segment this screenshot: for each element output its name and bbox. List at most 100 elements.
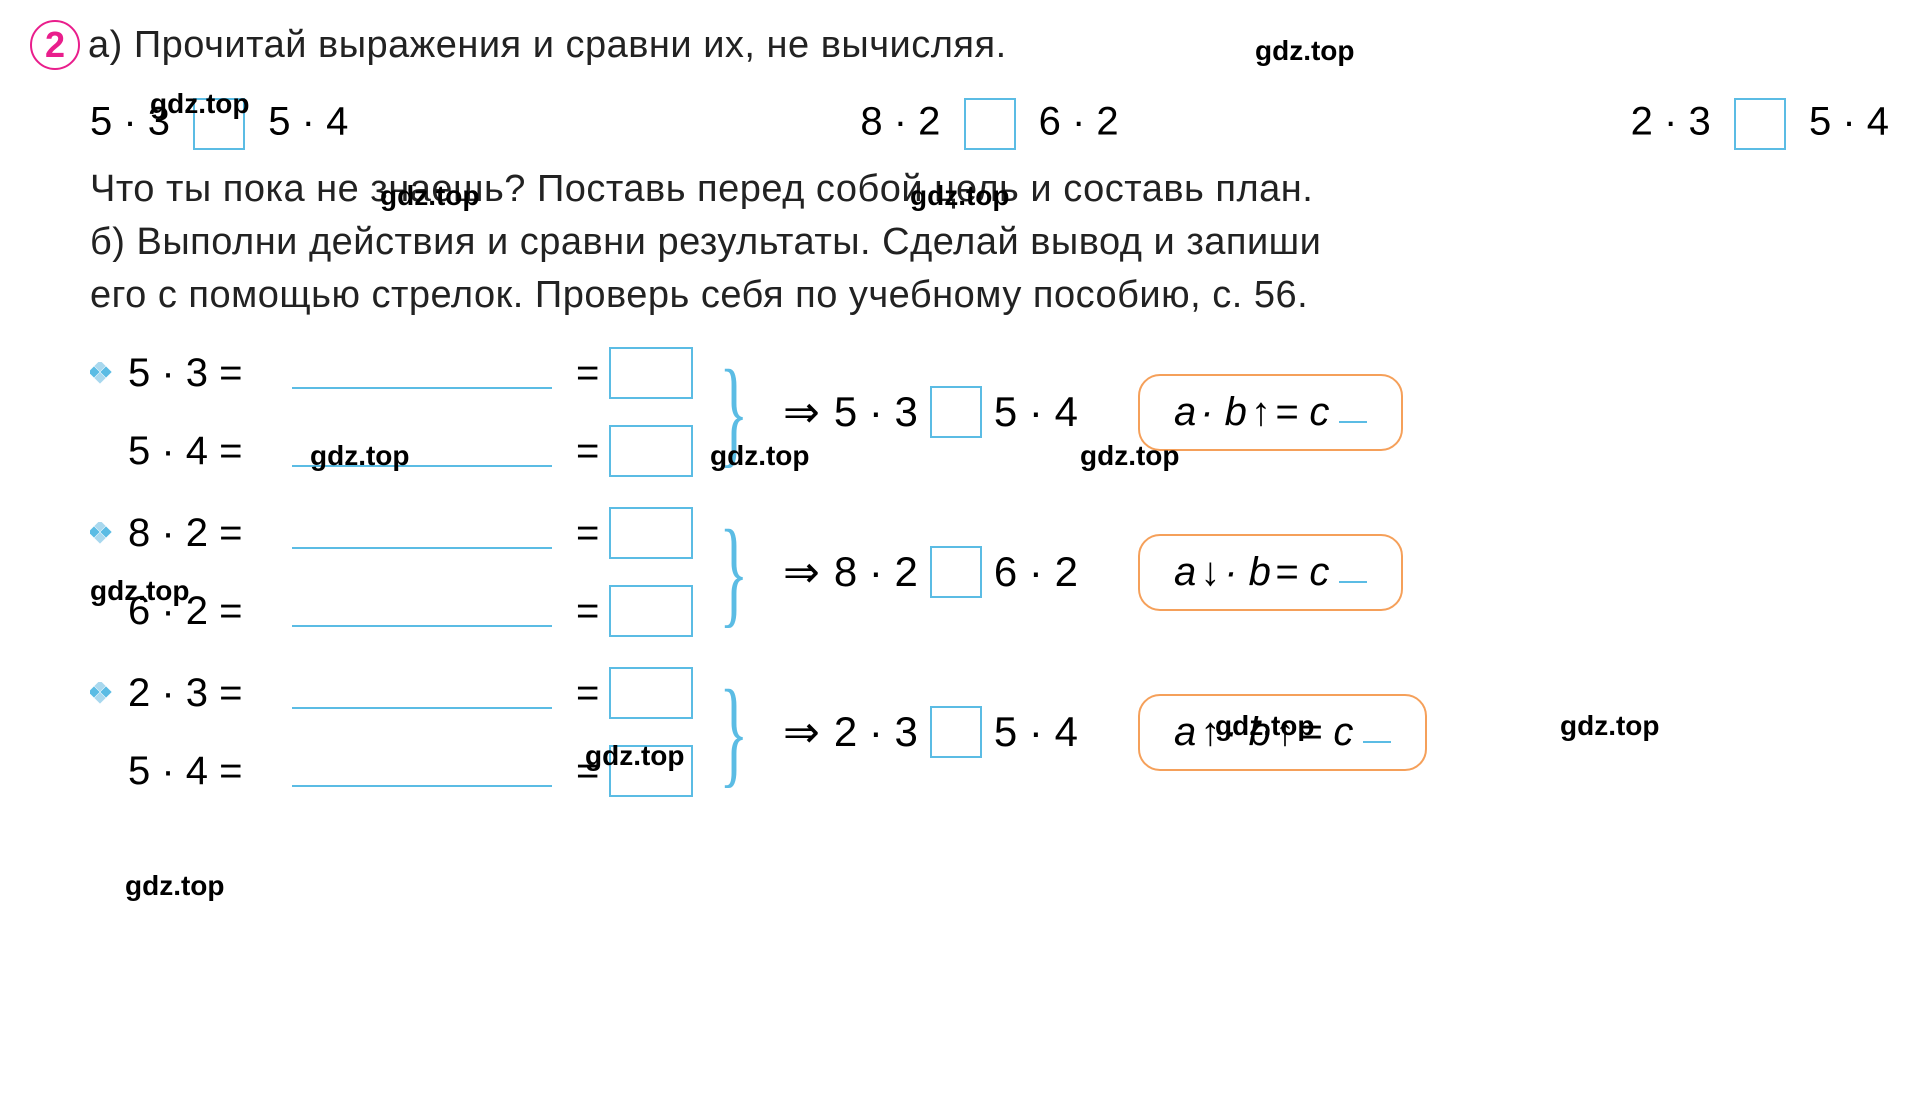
implies-icon: ⇒ <box>783 387 820 438</box>
implies-left: 5 · 3 <box>834 388 918 436</box>
compare-item: 2 · 3 5 · 4 <box>1631 98 1889 150</box>
equation-label: 5 · 3 = <box>128 351 278 396</box>
equation-label: 6 · 2 = <box>128 589 278 634</box>
up-arrow-icon: ↑ <box>1275 710 1295 755</box>
compare-box[interactable] <box>193 98 245 150</box>
blank-input[interactable] <box>292 517 552 549</box>
formula-tail: = c <box>1275 390 1329 435</box>
blank-input[interactable] <box>292 755 552 787</box>
blank-input[interactable] <box>292 435 552 467</box>
equals-sign: = <box>576 749 599 794</box>
compare-left: 8 · 2 <box>860 100 940 144</box>
equation-row: 5 · 3 = = <box>90 347 693 399</box>
implies-icon: ⇒ <box>783 547 820 598</box>
result-box[interactable] <box>609 425 693 477</box>
blank-input[interactable] <box>292 595 552 627</box>
equation-label: 2 · 3 = <box>128 671 278 716</box>
equation-column: 8 · 2 = = 6 · 2 = = <box>90 507 693 637</box>
implies-compare: 5 · 3 5 · 4 <box>834 386 1078 438</box>
compare-row: 5 · 3 5 · 4 8 · 2 6 · 2 2 · 3 5 · 4 <box>90 98 1899 150</box>
implies-compare: 8 · 2 6 · 2 <box>834 546 1078 598</box>
brace-icon: } <box>720 681 749 783</box>
compare-right: 6 · 2 <box>1039 100 1119 144</box>
equation-row: 8 · 2 = = <box>90 507 693 559</box>
compare-box[interactable] <box>1734 98 1786 150</box>
formula-blank[interactable] <box>1339 561 1367 583</box>
equals-sign: = <box>576 589 599 634</box>
implies-left: 2 · 3 <box>834 708 918 756</box>
part-a-label: а) <box>88 24 123 66</box>
part-b: б) Выполни действия и сравни результаты.… <box>90 221 1899 264</box>
page-root: 2 а) Прочитай выражения и сравни их, не … <box>30 20 1899 797</box>
equation-label: 5 · 4 = <box>128 749 278 794</box>
blank-input[interactable] <box>292 357 552 389</box>
equation-row: 5 · 4 = = <box>90 745 693 797</box>
implies-left: 8 · 2 <box>834 548 918 596</box>
up-arrow-icon: ↑ <box>1251 390 1271 435</box>
compare-box[interactable] <box>930 546 982 598</box>
diamond-icon <box>90 522 114 546</box>
compare-box[interactable] <box>930 386 982 438</box>
implies-right: 5 · 4 <box>994 708 1078 756</box>
implies-icon: ⇒ <box>783 707 820 758</box>
compare-item: 5 · 3 5 · 4 <box>90 98 348 150</box>
watermark-text: gdz.top <box>125 870 225 902</box>
formula-mid: · b <box>1200 390 1247 435</box>
formula-a: a <box>1174 710 1196 755</box>
compare-item: 8 · 2 6 · 2 <box>860 98 1118 150</box>
task-number-badge: 2 <box>30 20 80 70</box>
work-block: 5 · 3 = = 5 · 4 = = } ⇒ 5 · 3 5 · 4 a · … <box>90 347 1899 477</box>
formula-box: a↑ · b↑ = c <box>1138 694 1427 771</box>
equals-sign: = <box>576 671 599 716</box>
compare-left: 2 · 3 <box>1631 100 1711 144</box>
formula-box: a · b↑ = c <box>1138 374 1403 451</box>
compare-right: 5 · 4 <box>268 100 348 144</box>
implies-compare: 2 · 3 5 · 4 <box>834 706 1078 758</box>
equation-column: 5 · 3 = = 5 · 4 = = <box>90 347 693 477</box>
equals-sign: = <box>576 351 599 396</box>
part-b-label: б) <box>90 221 125 263</box>
compare-left: 5 · 3 <box>90 100 170 144</box>
compare-box[interactable] <box>930 706 982 758</box>
result-box[interactable] <box>609 745 693 797</box>
formula-tail: = c <box>1299 710 1353 755</box>
result-box[interactable] <box>609 347 693 399</box>
compare-box[interactable] <box>964 98 1016 150</box>
result-box[interactable] <box>609 585 693 637</box>
part-a-text: а) Прочитай выражения и сравни их, не вы… <box>88 24 1007 67</box>
equation-label: 5 · 4 = <box>128 429 278 474</box>
compare-right: 5 · 4 <box>1809 100 1889 144</box>
formula-tail: = c <box>1275 550 1329 595</box>
part-b-text2: его с помощью стрелок. Проверь себя по у… <box>90 274 1899 317</box>
part-b-text1: Выполни действия и сравни результаты. Сд… <box>136 221 1321 263</box>
task-header: 2 а) Прочитай выражения и сравни их, не … <box>30 20 1899 70</box>
diamond-icon <box>90 682 114 706</box>
formula-blank[interactable] <box>1339 401 1367 423</box>
diamond-icon <box>90 362 114 386</box>
brace-icon: } <box>720 521 749 623</box>
formula-a: a <box>1174 390 1196 435</box>
formula-mid: · b <box>1224 710 1271 755</box>
implies-right: 6 · 2 <box>994 548 1078 596</box>
equation-label: 8 · 2 = <box>128 511 278 556</box>
work-block: 2 · 3 = = 5 · 4 = = } ⇒ 2 · 3 5 · 4 a↑ ·… <box>90 667 1899 797</box>
equals-sign: = <box>576 429 599 474</box>
blank-input[interactable] <box>292 677 552 709</box>
formula-box: a↓ · b = c <box>1138 534 1403 611</box>
result-box[interactable] <box>609 667 693 719</box>
equation-row: 6 · 2 = = <box>90 585 693 637</box>
down-arrow-icon: ↓ <box>1200 550 1220 595</box>
formula-mid: · b <box>1224 550 1271 595</box>
formula-a: a <box>1174 550 1196 595</box>
result-box[interactable] <box>609 507 693 559</box>
question-line: Что ты пока не знаешь? Поставь перед соб… <box>90 168 1899 211</box>
brace-icon: } <box>720 361 749 463</box>
formula-blank[interactable] <box>1363 721 1391 743</box>
work-block: 8 · 2 = = 6 · 2 = = } ⇒ 8 · 2 6 · 2 a↓ ·… <box>90 507 1899 637</box>
part-a-body: Прочитай выражения и сравни их, не вычис… <box>134 24 1007 66</box>
up-arrow-icon: ↑ <box>1200 710 1220 755</box>
equation-row: 2 · 3 = = <box>90 667 693 719</box>
equals-sign: = <box>576 511 599 556</box>
equation-column: 2 · 3 = = 5 · 4 = = <box>90 667 693 797</box>
implies-right: 5 · 4 <box>994 388 1078 436</box>
